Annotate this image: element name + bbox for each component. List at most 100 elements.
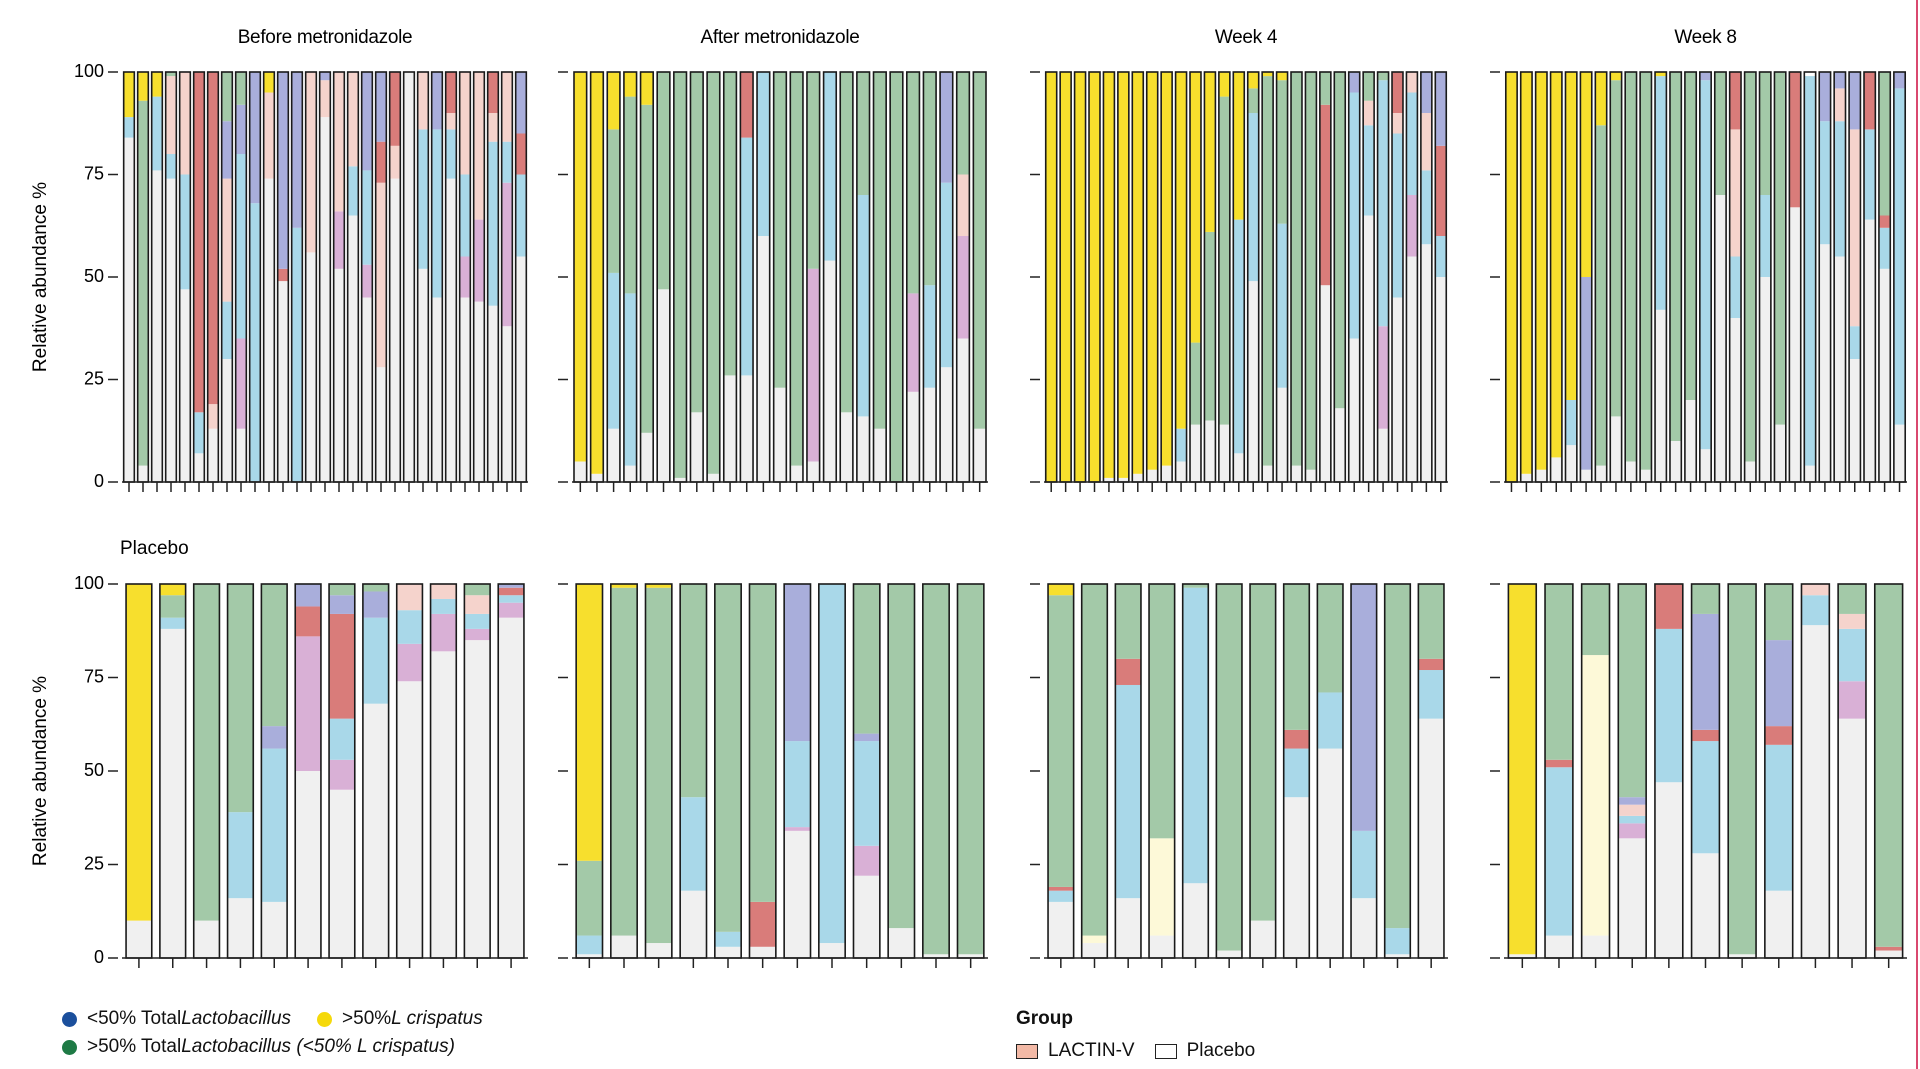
bar-segment-gasseri	[159, 617, 186, 629]
bar-segment-bvab	[459, 72, 471, 175]
bar-segment-iners	[193, 584, 220, 921]
bar-segment-iners	[1581, 584, 1610, 656]
bar-segment-iners	[227, 584, 254, 813]
bar-segment-gasseri	[501, 141, 513, 183]
legend-dot-yellow	[317, 1011, 333, 1027]
bar-segment-other	[263, 178, 275, 482]
bar-segment-other	[123, 137, 135, 482]
bar-segment-other	[1759, 277, 1771, 482]
bar-segment-other	[1819, 244, 1831, 482]
bar-segment-gasseri	[1864, 129, 1876, 220]
bar-segment-other	[1535, 469, 1547, 482]
bar-segment-crispatus	[607, 72, 620, 130]
bar-segment-other_lacto	[361, 264, 373, 298]
bar-segment-other	[362, 703, 389, 958]
bar-segment-jensenii	[1351, 584, 1377, 831]
bar-segment-gasseri	[607, 272, 620, 429]
bar-segment-bvab	[179, 72, 191, 175]
bar-segment-other	[319, 117, 331, 482]
bar-segment-crispatus	[1045, 72, 1057, 482]
bar-segment-gasseri	[757, 72, 770, 236]
bar-segment-other	[1418, 718, 1444, 958]
bar-segment-jensenii	[221, 121, 233, 179]
bar-segment-gasseri	[151, 96, 163, 171]
bar-segment-gasseri	[261, 748, 288, 902]
y-tick-label: 100	[74, 61, 104, 81]
bar-segment-other_lacto	[806, 268, 820, 462]
bar-segment-jensenii	[277, 72, 289, 269]
bar-segment-gasseri	[1233, 219, 1245, 454]
bar-segment-gardnerella	[498, 587, 524, 596]
bar-segment-other_lacto	[498, 602, 524, 618]
bar-segment-other	[329, 789, 355, 958]
bar-segment-bvab	[207, 404, 219, 429]
legend-item-placebo: Placebo	[1154, 1040, 1255, 1062]
bar-segment-gasseri	[464, 613, 491, 629]
bar-segment-other	[1744, 461, 1756, 482]
bar-segment-gasseri	[1819, 121, 1831, 245]
bar-segment-iners	[806, 72, 820, 269]
bar-segment-other_lacto	[396, 643, 423, 682]
bar-segment-iners	[645, 587, 672, 944]
bar-segment-other_lacto	[464, 628, 491, 641]
bar-segment-gasseri	[431, 129, 443, 298]
bar-segment-iners	[1714, 72, 1727, 195]
bar-segment-other	[1348, 338, 1360, 482]
bar-segment-gasseri	[1655, 76, 1667, 310]
bar-segment-bvab	[1834, 88, 1846, 122]
bar-segment-gasseri	[714, 931, 742, 947]
bar-segment-gasseri	[1392, 133, 1403, 298]
bar-segment-gardnerella	[375, 141, 387, 183]
bar-segment-gasseri	[1545, 767, 1573, 936]
bar-segment-bvab	[1363, 100, 1375, 126]
bar-segment-other	[1804, 465, 1816, 482]
bar-segment-other	[1132, 473, 1144, 482]
bar-segment-other	[1420, 244, 1432, 482]
status-legend: <50% Total Lactobacillus >50% L crispatu…	[62, 1008, 483, 1064]
bar-segment-iners	[773, 72, 787, 388]
bar-segment-other	[1247, 281, 1259, 482]
bar-segment-other	[1691, 853, 1720, 958]
bar-segment-other	[610, 935, 638, 958]
bar-segment-other	[1764, 890, 1793, 958]
bar-segment-other	[673, 477, 687, 482]
bar-segment-gasseri	[165, 154, 177, 179]
bar-segment-iners	[1276, 80, 1288, 224]
bar-segment-gasseri	[123, 117, 135, 138]
bar-segment-gasseri	[1699, 80, 1712, 450]
bar-segment-gasseri	[487, 141, 499, 306]
bar-segment-iners	[1081, 584, 1108, 936]
bar-segment-gasseri	[179, 174, 191, 290]
bar-segment-other	[498, 617, 524, 958]
bar-segment-iners	[1291, 72, 1302, 466]
bar-segment-other	[1550, 457, 1562, 482]
bar-segment-bvab	[1729, 129, 1742, 257]
bar-segment-jensenii	[319, 72, 331, 81]
bar-segment-other	[295, 771, 321, 958]
legend-text-italic: L crispatus	[391, 1008, 483, 1029]
bar-segment-crispatus	[1233, 72, 1245, 220]
bar-segment-other	[573, 461, 587, 482]
bar-segment-jensenii	[291, 72, 303, 228]
bar-segment-other	[1654, 782, 1683, 958]
bar-segment-other	[375, 367, 387, 482]
bar-segment-gardnerella	[1392, 72, 1403, 113]
y-tick-label: 50	[84, 266, 104, 286]
bar-segment-other	[1334, 408, 1346, 482]
bar-segment-crispatus	[1535, 72, 1547, 470]
bar-segment-gasseri	[1691, 741, 1720, 854]
bar-segment-crispatus	[1247, 72, 1259, 89]
bar-segment-bvab	[375, 182, 387, 368]
bar-segment-gardnerella	[1691, 729, 1720, 742]
bar-segment-iners	[1728, 584, 1757, 955]
bar-segment-jensenii	[1699, 72, 1712, 81]
bar-segment-other	[957, 954, 984, 958]
legend-dot-blue	[62, 1011, 77, 1027]
bar-segment-gardnerella	[295, 606, 321, 637]
group-legend: Group LACTIN-V Placebo	[1016, 1008, 1255, 1062]
bar-segment-bvab	[1406, 72, 1418, 93]
bar-segment-jensenii	[1764, 640, 1793, 727]
bar-segment-iners	[723, 72, 737, 376]
bar-segment-other	[431, 297, 443, 482]
bar-segment-gasseri	[923, 285, 937, 388]
